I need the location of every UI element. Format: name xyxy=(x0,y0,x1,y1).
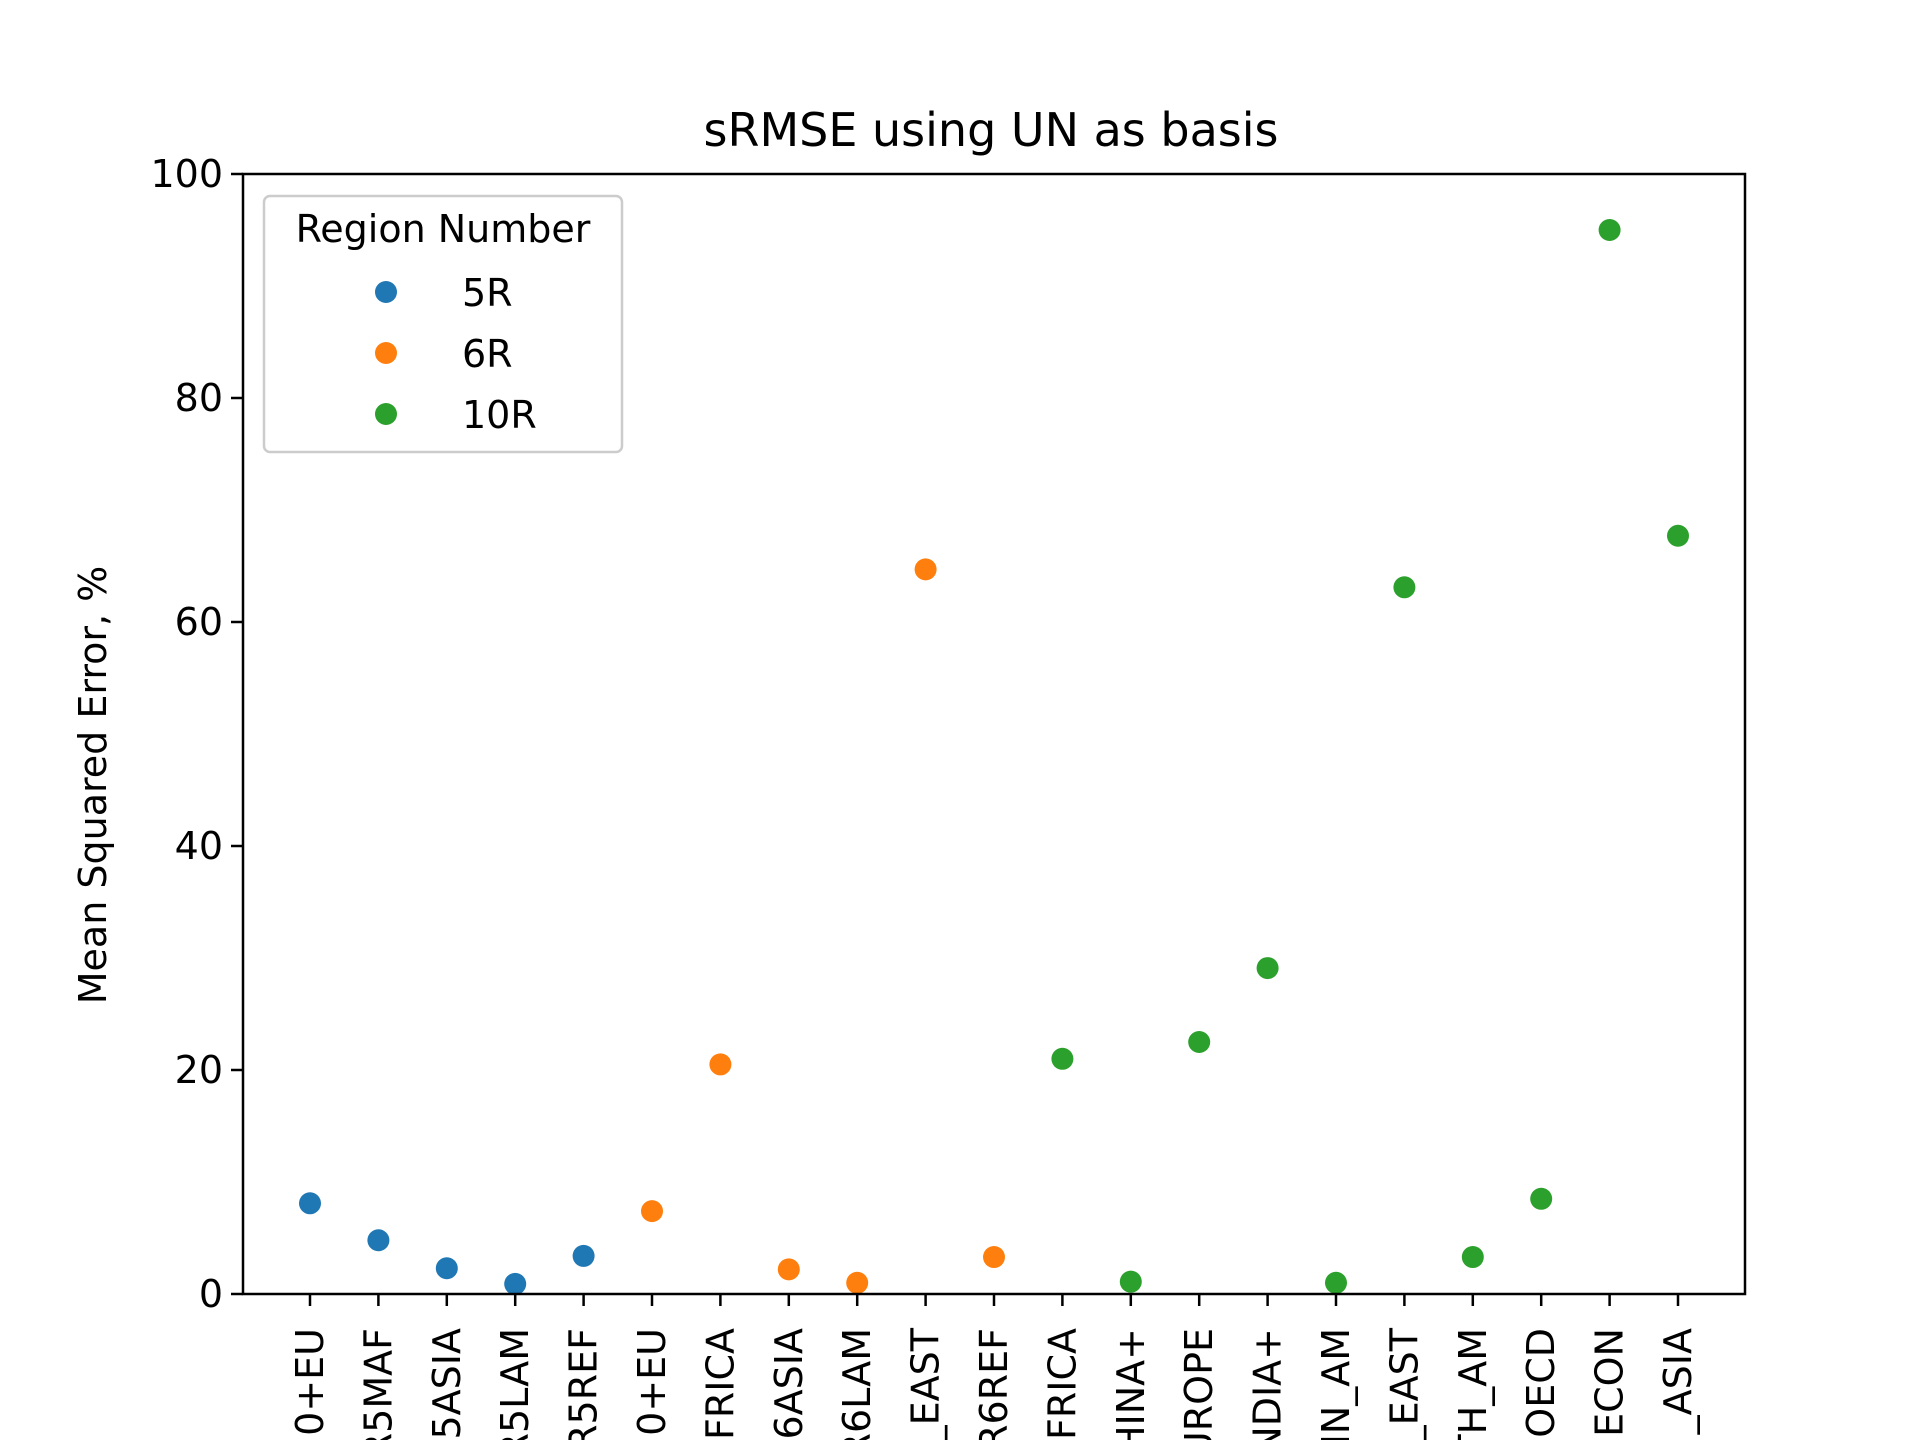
data-point-6R xyxy=(709,1053,732,1076)
legend: Region Number 5R 6R 10R xyxy=(262,194,624,454)
y-tick-label: 40 xyxy=(175,824,223,868)
x-tick-label: IN_AM xyxy=(1314,1328,1358,1440)
x-tick-label: 5ASIA xyxy=(425,1328,469,1440)
data-point-5R xyxy=(504,1272,527,1295)
x-tick-label: FRICA xyxy=(1040,1328,1084,1440)
y-axis-label: Mean Squared Error, % xyxy=(71,566,115,1004)
y-tick-label: 80 xyxy=(175,376,223,420)
legend-label: 6R xyxy=(462,332,513,376)
legend-label: 5R xyxy=(462,271,513,315)
x-tick-label: _EAST xyxy=(904,1327,948,1440)
y-axis-ticks: 0 20 40 60 80 100 xyxy=(150,152,243,1316)
plot-frame xyxy=(241,172,1747,1296)
y-tick-label: 0 xyxy=(199,1272,223,1316)
data-point-5R xyxy=(435,1257,458,1280)
legend-marker-5R xyxy=(375,281,397,303)
data-point-10R xyxy=(1256,957,1279,980)
data-point-10R xyxy=(1325,1271,1347,1294)
x-tick-label: 6ASIA xyxy=(767,1328,811,1440)
data-points xyxy=(299,219,1689,1295)
data-point-10R xyxy=(1188,1031,1211,1053)
data-point-5R xyxy=(572,1244,595,1267)
x-tick-label: ECON xyxy=(1588,1328,1632,1437)
x-tick-label: R5LAM xyxy=(493,1328,537,1440)
x-tick-label: UROPE xyxy=(1177,1328,1221,1440)
x-tick-label: R5MAF xyxy=(356,1328,400,1440)
x-axis-ticks: 0+EU R5MAF 5ASIA R5LAM R5REF 0+EU FRICA 6ASIA R6… xyxy=(288,1294,1700,1440)
legend-title: Region Number xyxy=(296,207,591,251)
data-point-5R xyxy=(299,1192,321,1215)
data-point-10R xyxy=(1667,524,1689,547)
legend-marker-6R xyxy=(375,342,397,364)
x-tick-label: _ASIA xyxy=(1656,1328,1700,1435)
x-tick-label: 0+EU xyxy=(288,1328,332,1436)
data-point-6R xyxy=(777,1258,800,1281)
x-tick-label: R5REF xyxy=(562,1328,606,1440)
x-tick-label: R6REF xyxy=(972,1328,1016,1440)
data-point-6R xyxy=(914,558,937,581)
data-point-10R xyxy=(1530,1187,1553,1210)
x-tick-label: FRICA xyxy=(698,1328,742,1440)
legend-label: 10R xyxy=(462,393,537,437)
x-tick-label: _EAST xyxy=(1382,1327,1426,1440)
data-point-6R xyxy=(846,1271,869,1294)
x-tick-label: HINA+ xyxy=(1109,1328,1153,1440)
x-tick-label: NDIA+ xyxy=(1246,1328,1290,1440)
x-tick-label: TH_AM xyxy=(1451,1328,1495,1440)
legend-marker-10R xyxy=(375,403,397,425)
x-tick-label: 0+EU xyxy=(630,1328,674,1436)
y-tick-label: 20 xyxy=(175,1048,223,1092)
data-point-10R xyxy=(1051,1047,1074,1070)
x-tick-label: OECD xyxy=(1519,1328,1563,1438)
data-point-6R xyxy=(641,1200,663,1223)
y-tick-label: 60 xyxy=(175,600,223,644)
data-point-10R xyxy=(1598,219,1621,241)
data-point-5R xyxy=(367,1229,390,1252)
data-point-10R xyxy=(1393,576,1416,599)
data-point-6R xyxy=(983,1246,1005,1269)
legend-box xyxy=(262,194,624,454)
chart-title: sRMSE using UN as basis xyxy=(704,103,1279,157)
y-tick-label: 100 xyxy=(150,152,223,196)
x-tick-label: R6LAM xyxy=(835,1328,879,1440)
data-point-10R xyxy=(1461,1246,1484,1269)
data-point-10R xyxy=(1119,1270,1142,1293)
